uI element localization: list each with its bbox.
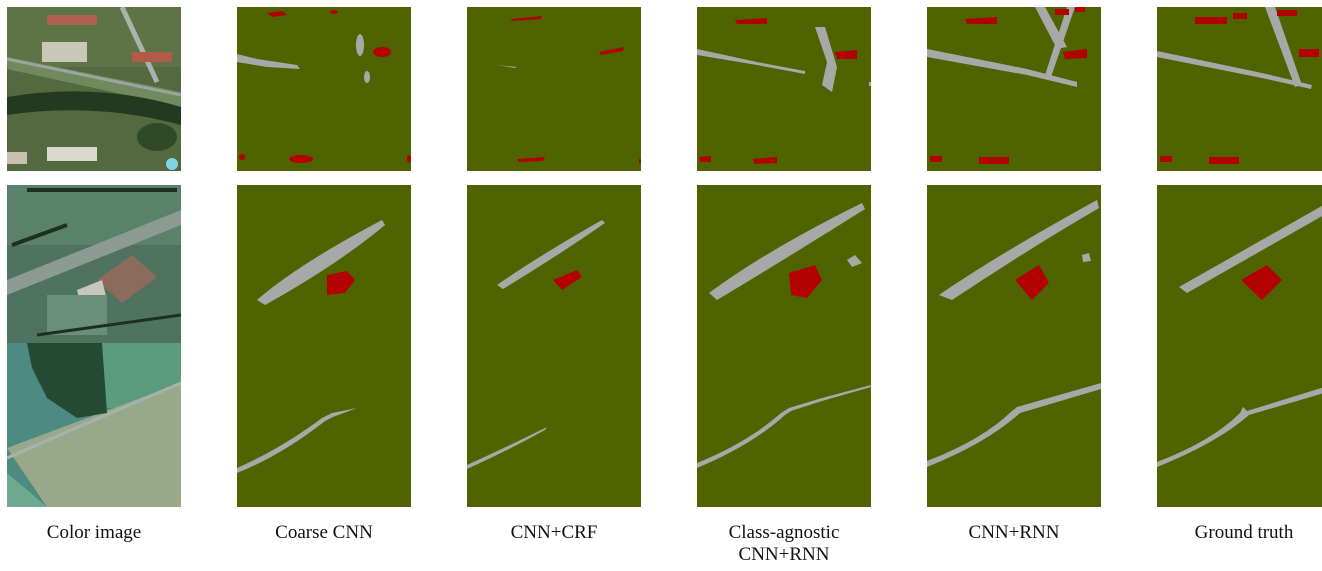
caption-cnn-crf: CNN+CRF <box>454 522 654 544</box>
cnn-crf-row-1 <box>467 7 641 171</box>
color-image-row-2 <box>7 185 181 349</box>
coarse-cnn-row-1 <box>237 7 411 171</box>
color-image-row-3 <box>7 343 181 507</box>
caption-class-agnostic: Class-agnostic CNN+RNN <box>684 522 884 566</box>
coarse-cnn-row-3 <box>237 343 411 507</box>
caption-line: CNN+CRF <box>510 522 598 543</box>
caption-color-image: Color image <box>0 522 194 544</box>
ground-truth-row-1 <box>1157 7 1322 171</box>
agnostic-row-2 <box>697 185 871 349</box>
caption-cnn-rnn: CNN+RNN <box>914 522 1114 544</box>
cnn-rnn-row-1 <box>927 7 1101 171</box>
ground-truth-row-3 <box>1157 343 1322 507</box>
color-image-row-1 <box>7 7 181 171</box>
cnn-rnn-row-2 <box>927 185 1101 349</box>
caption-line: Ground truth <box>1194 522 1294 543</box>
cnn-crf-row-2 <box>467 185 641 349</box>
caption-line: Class-agnostic <box>728 522 840 543</box>
caption-coarse-cnn: Coarse CNN <box>224 522 424 544</box>
agnostic-row-1 <box>697 7 871 171</box>
figure-grid <box>7 7 1322 507</box>
caption-line: CNN+RNN <box>968 522 1060 543</box>
cnn-rnn-row-3 <box>927 343 1101 507</box>
agnostic-row-3 <box>697 343 871 507</box>
ground-truth-row-2 <box>1157 185 1322 349</box>
coarse-cnn-row-2 <box>237 185 411 349</box>
caption-line: Coarse CNN <box>275 522 373 543</box>
caption-line: Color image <box>46 522 142 543</box>
cnn-crf-row-3 <box>467 343 641 507</box>
caption-ground-truth: Ground truth <box>1144 522 1322 544</box>
caption-line: CNN+RNN <box>738 544 830 565</box>
